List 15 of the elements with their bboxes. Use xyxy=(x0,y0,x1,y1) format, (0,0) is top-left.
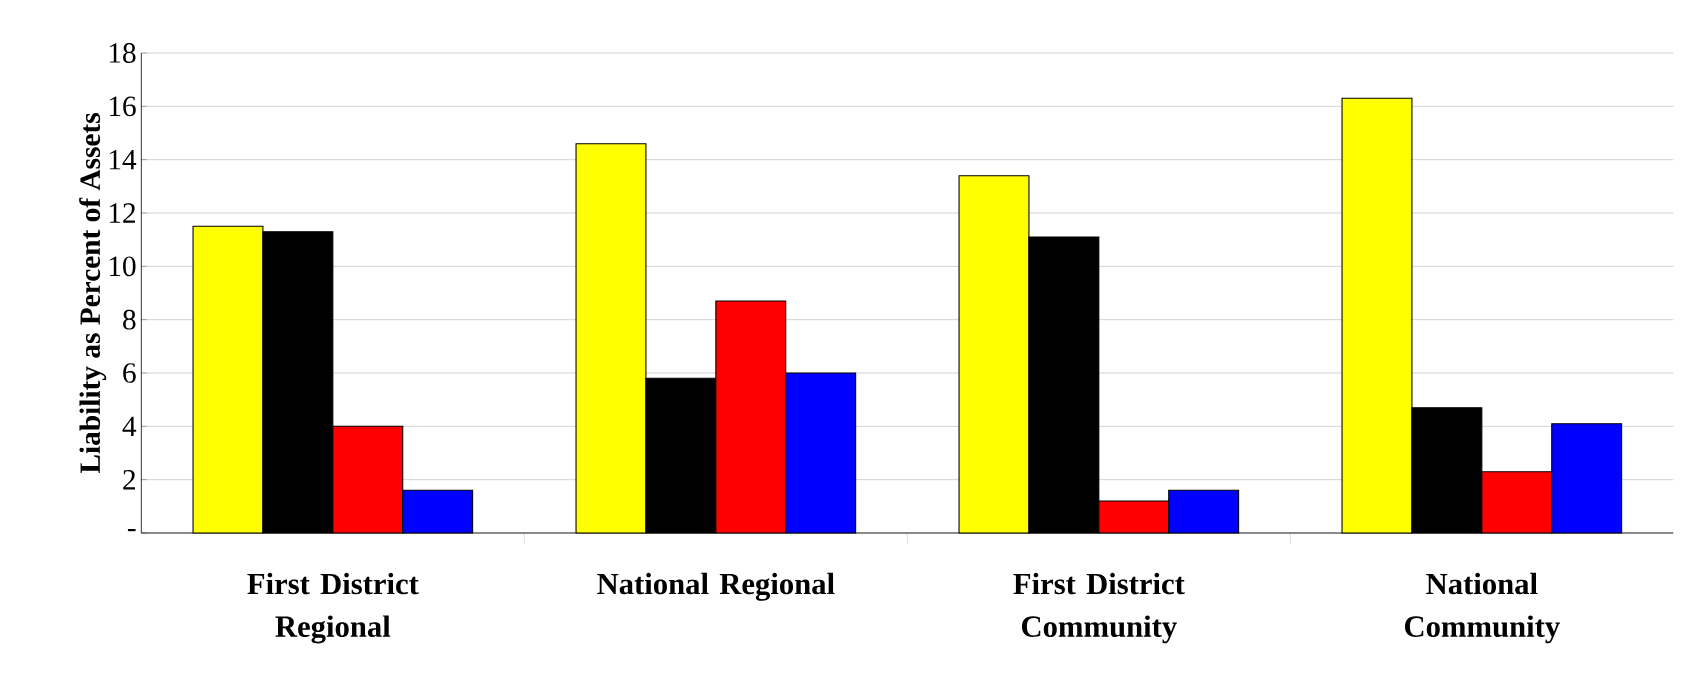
y-tick-label: 16 xyxy=(109,96,136,117)
y-tick-label: 2 xyxy=(123,469,136,490)
x-tick-label: First District Community xyxy=(1013,572,1185,644)
y-tick-label: 6 xyxy=(123,363,136,383)
x-tick-label: National Community xyxy=(1404,572,1560,644)
y-tick-label: 10 xyxy=(109,256,136,277)
y-axis-title: Liability as Percent of Assets xyxy=(79,113,107,474)
y-tick-label: - xyxy=(127,528,136,532)
y-tick-label: 18 xyxy=(109,43,136,63)
y-tick-label: 14 xyxy=(109,149,137,170)
x-tick-label: First District Regional xyxy=(247,572,419,644)
y-tick-label: 4 xyxy=(122,416,137,436)
x-tick-label: National Regional xyxy=(597,572,835,601)
y-tick-label: 12 xyxy=(109,203,136,223)
y-tick-label: 8 xyxy=(123,309,136,330)
